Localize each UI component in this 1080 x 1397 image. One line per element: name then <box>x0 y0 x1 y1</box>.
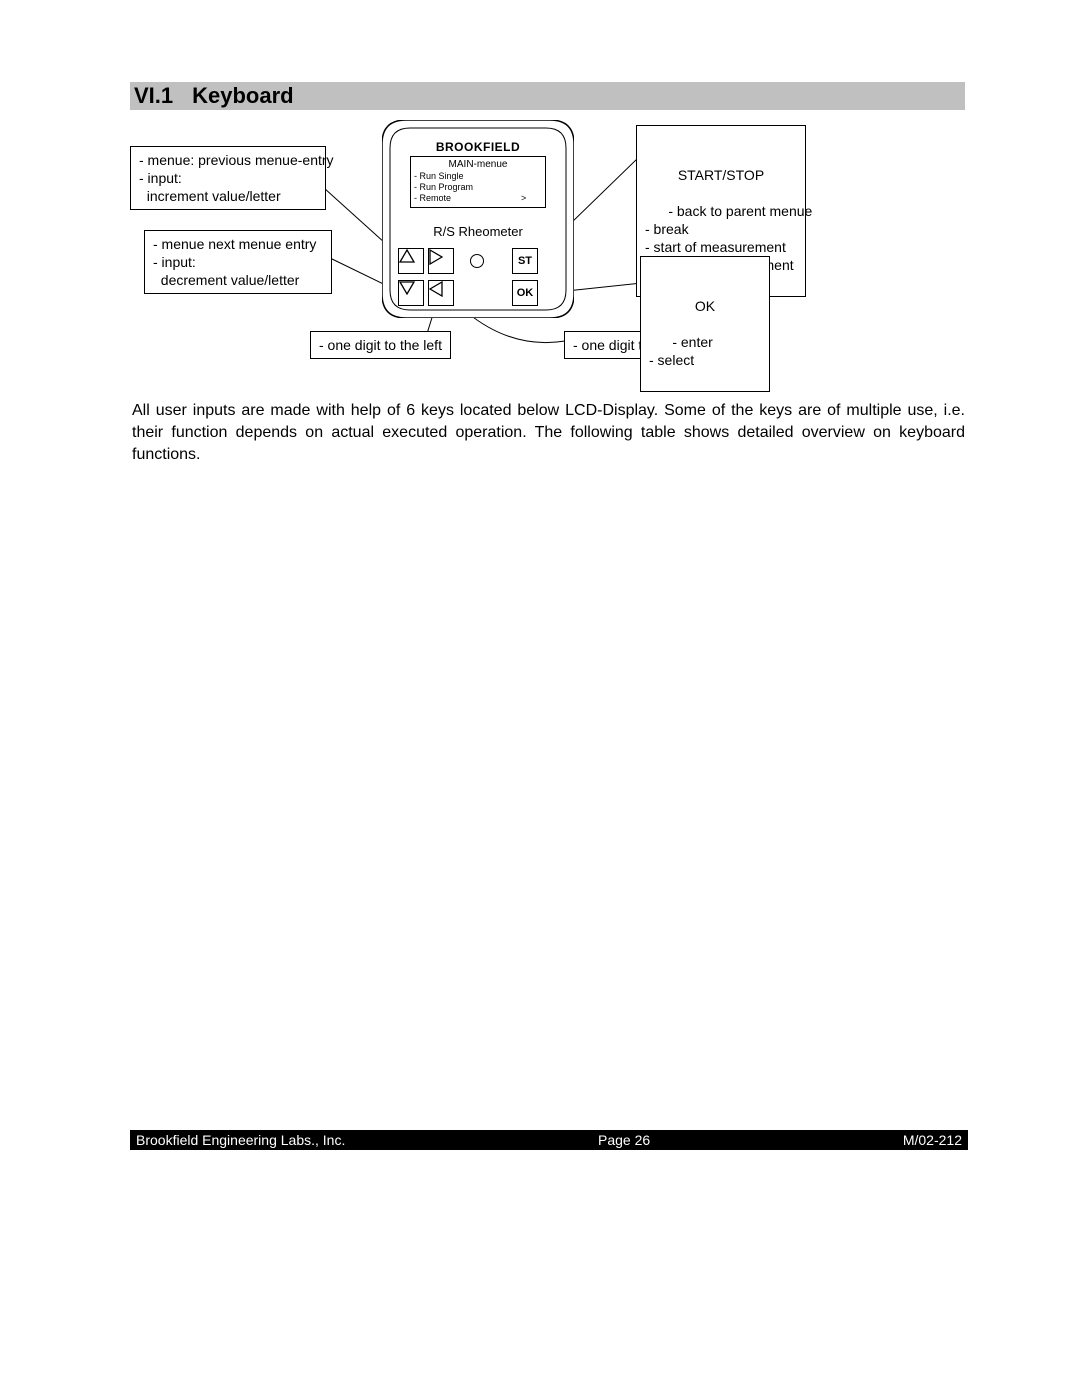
triangle-up-icon <box>399 249 415 263</box>
section-number: VI.1 <box>134 82 186 110</box>
callout-ok-body: - enter - select <box>649 334 713 368</box>
lcd-line3: - Remote > <box>414 193 542 204</box>
triangle-down-icon <box>399 281 415 295</box>
left-key[interactable] <box>428 280 454 306</box>
callout-st-title: START/STOP <box>645 166 797 184</box>
triangle-left-icon <box>429 281 443 297</box>
triangle-right-icon <box>429 249 443 265</box>
ok-key-label: OK <box>517 287 534 299</box>
status-led <box>470 254 484 268</box>
down-key[interactable] <box>398 280 424 306</box>
device: BROOKFIELD MAIN-menue - Run Single - Run… <box>382 120 574 318</box>
callout-down-key: - menue next menue entry - input: decrem… <box>144 230 332 294</box>
up-key[interactable] <box>398 248 424 274</box>
st-key[interactable]: ST <box>512 248 538 274</box>
ok-key[interactable]: OK <box>512 280 538 306</box>
keyboard-diagram: - menue: previous menue-entry - input: i… <box>130 118 965 368</box>
section-title: Keyboard <box>192 83 293 108</box>
lcd-line1: - Run Single <box>414 171 542 182</box>
page: VI.1 Keyboard - menue: previous menue-en… <box>0 0 1080 1397</box>
lcd-display: MAIN-menue - Run Single - Run Program - … <box>410 156 546 208</box>
st-key-label: ST <box>518 255 532 267</box>
callout-up-key: - menue: previous menue-entry - input: i… <box>130 146 326 210</box>
callout-left-key: - one digit to the left <box>310 331 451 359</box>
device-label: R/S Rheometer <box>382 224 574 239</box>
lcd-title: MAIN-menue <box>414 159 542 170</box>
device-brand: BROOKFIELD <box>382 140 574 154</box>
section-header: VI.1 Keyboard <box>130 82 965 110</box>
right-key[interactable] <box>428 248 454 274</box>
footer-left: Brookfield Engineering Labs., Inc. <box>136 1130 345 1150</box>
footer-center: Page 26 <box>598 1130 650 1150</box>
body-paragraph: All user inputs are made with help of 6 … <box>132 400 965 466</box>
callout-ok-key: OK - enter - select <box>640 256 770 392</box>
callout-ok-title: OK <box>649 297 761 315</box>
footer-right: M/02-212 <box>903 1130 962 1150</box>
lcd-line2: - Run Program <box>414 182 542 193</box>
page-footer: Brookfield Engineering Labs., Inc. Page … <box>130 1130 968 1150</box>
